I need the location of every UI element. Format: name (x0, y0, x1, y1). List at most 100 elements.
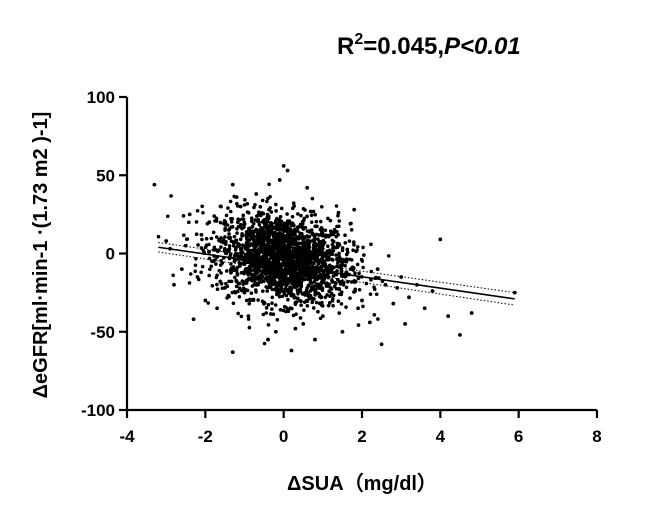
data-point (328, 218, 333, 223)
data-point (372, 313, 377, 317)
data-point (253, 229, 258, 233)
data-point (244, 298, 249, 303)
data-point (292, 204, 296, 208)
data-point (311, 209, 316, 214)
data-point (272, 279, 277, 284)
data-point (285, 168, 290, 173)
data-point (313, 337, 317, 342)
data-point (250, 224, 255, 229)
data-point (268, 206, 273, 210)
data-point (276, 248, 280, 253)
data-point (265, 199, 269, 204)
data-point (352, 243, 356, 247)
data-point (274, 202, 278, 207)
data-point (232, 290, 237, 294)
data-point (304, 253, 308, 257)
data-point (262, 247, 267, 252)
data-point (214, 275, 219, 280)
data-point (318, 227, 323, 232)
data-point (337, 251, 341, 256)
y-tick-label: 0 (106, 245, 115, 264)
axes: -100 -50 0 50 100 -4 -2 0 2 4 6 8 (81, 88, 602, 446)
data-point (286, 297, 290, 302)
data-point (323, 295, 328, 300)
data-point (458, 332, 462, 337)
data-point (254, 290, 258, 294)
data-point (247, 243, 252, 248)
data-point (224, 239, 228, 244)
data-point (206, 301, 210, 305)
data-point (291, 254, 296, 258)
data-point (199, 270, 203, 275)
data-point (281, 226, 286, 231)
data-point (275, 317, 280, 322)
data-point (281, 308, 286, 313)
data-point (267, 264, 271, 268)
data-point (257, 223, 262, 227)
data-point (338, 263, 343, 268)
data-point (265, 289, 269, 293)
data-point (195, 209, 200, 213)
data-point (308, 209, 313, 214)
data-point (245, 202, 250, 206)
data-point (279, 206, 284, 211)
data-point (270, 276, 275, 281)
data-point (237, 243, 242, 247)
data-point (310, 231, 315, 236)
data-point (360, 298, 364, 303)
data-point (312, 234, 317, 239)
data-point (266, 216, 271, 221)
data-point (215, 287, 220, 292)
data-point (242, 290, 247, 295)
data-point (347, 257, 352, 262)
data-point (247, 325, 252, 330)
data-point (207, 249, 211, 254)
data-point (284, 258, 289, 263)
data-point (262, 217, 267, 222)
data-point (258, 249, 263, 253)
data-point (335, 243, 340, 247)
data-point (269, 210, 274, 214)
data-point (208, 267, 212, 272)
data-point (357, 287, 362, 292)
data-point (254, 261, 258, 266)
data-point (230, 350, 235, 354)
data-point (376, 317, 380, 321)
data-point (254, 192, 259, 196)
data-point (330, 278, 334, 282)
data-point (288, 234, 293, 239)
data-point (223, 235, 227, 239)
data-point (336, 210, 341, 215)
data-point (303, 293, 307, 297)
data-point (253, 203, 257, 207)
data-point (279, 219, 284, 224)
data-point (299, 279, 304, 284)
data-point (194, 220, 199, 224)
data-point (240, 217, 245, 221)
data-point (270, 295, 275, 300)
data-point (273, 243, 278, 247)
data-point (209, 236, 214, 241)
x-tick-label: 0 (279, 427, 288, 446)
data-point (430, 289, 435, 293)
data-point (316, 309, 320, 314)
data-point (303, 208, 307, 212)
data-point (310, 262, 315, 266)
data-point (297, 268, 302, 273)
data-point (287, 251, 292, 256)
data-point (191, 317, 196, 322)
data-point (256, 233, 260, 238)
data-point (237, 286, 242, 290)
data-point (218, 204, 223, 209)
data-point (282, 237, 286, 242)
data-point (351, 248, 355, 252)
x-tick-label: 2 (357, 427, 366, 446)
data-point (269, 223, 274, 228)
data-point (328, 252, 333, 257)
data-point (214, 235, 219, 239)
data-point (265, 227, 269, 231)
y-tick-label: -100 (81, 401, 115, 420)
data-point (215, 282, 219, 287)
data-point (295, 288, 300, 292)
data-point (291, 246, 296, 250)
